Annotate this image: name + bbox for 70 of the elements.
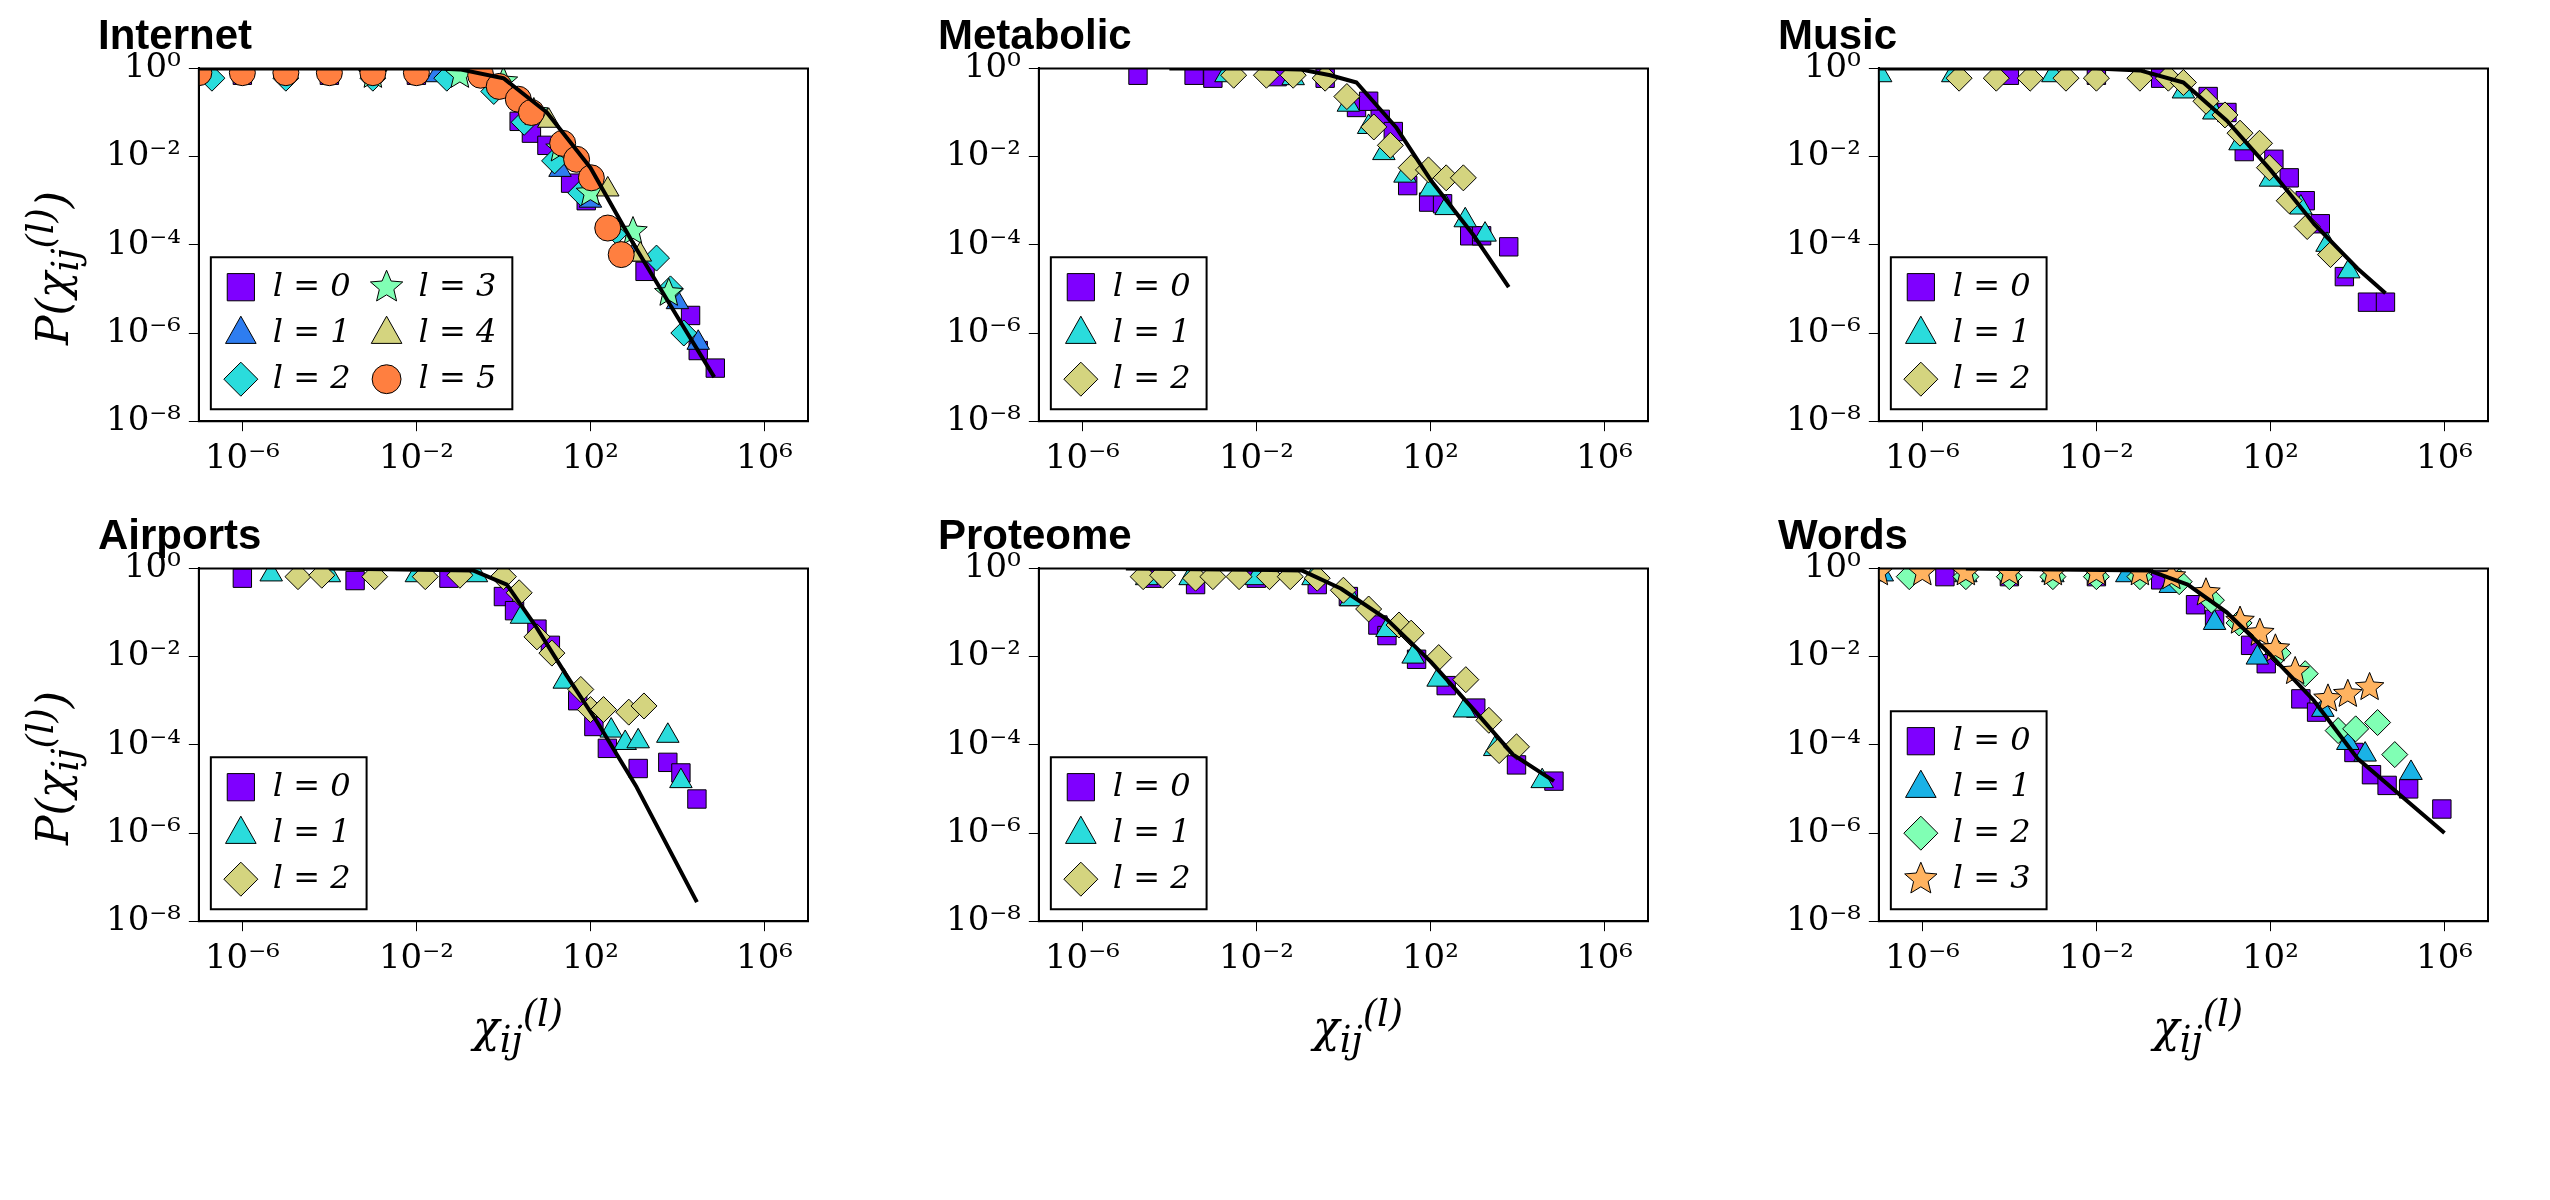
x-tick-label: 10⁻² [378,936,454,977]
y-tick-label: 10⁻⁴ [106,221,181,262]
x-tick-label: 10² [1401,936,1459,977]
legend-label: l = 4 [418,311,497,350]
x-tick-label: 10⁶ [1576,936,1633,977]
y-tick-label: 10⁻⁶ [106,809,181,850]
legend-label: l = 2 [272,857,351,896]
x-tick-label: 10⁻⁶ [1044,436,1120,477]
legend-label: l = 1 [1952,765,2031,804]
y-tick-label: 10⁻⁶ [946,309,1021,350]
x-tick-label: 10⁻² [1218,936,1294,977]
legend-label: l = 1 [272,811,351,850]
x-tick-label: 10² [2241,936,2299,977]
legend-label: l = 1 [1952,311,2031,350]
legend-label: l = 0 [1952,265,2031,304]
y-tick-label: 10⁻⁶ [946,809,1021,850]
legend-label: l = 5 [418,357,497,396]
legend-label: l = 0 [1952,719,2031,758]
x-tick-label: 10⁶ [2416,436,2473,477]
x-tick-label: 10⁻² [378,436,454,477]
x-tick-label: 10⁶ [1576,436,1633,477]
y-tick-label: 10⁻² [106,133,181,174]
legend-label: l = 0 [1112,765,1191,804]
x-tick-label: 10⁻⁶ [1044,936,1120,977]
y-tick-label: 10⁻² [946,633,1021,674]
x-tick-label: 10⁻² [2058,936,2134,977]
legend-label: l = 1 [1112,811,1191,850]
legend-label: l = 2 [1112,857,1191,896]
legend-label: l = 2 [1112,357,1191,396]
y-tick-label: 10⁻⁴ [1786,721,1861,762]
y-tick-label: 10⁻⁴ [946,221,1021,262]
legend-label: l = 0 [272,265,351,304]
x-tick-label: 10² [1401,436,1459,477]
legend-label: l = 2 [272,357,351,396]
y-tick-label: 10⁻⁸ [106,898,181,939]
y-tick-label: 10⁻² [1786,633,1861,674]
x-tick-label: 10⁻⁶ [204,436,280,477]
y-tick-label: 10⁻² [946,133,1021,174]
y-tick-label: 10⁻⁴ [106,721,181,762]
x-tick-label: 10² [561,436,619,477]
legend-label: l = 1 [272,311,351,350]
legend-label: l = 0 [1112,265,1191,304]
x-tick-label: 10⁻⁶ [204,936,280,977]
y-tick-label: 10⁻⁸ [1786,398,1861,439]
x-tick-label: 10² [561,936,619,977]
x-tick-label: 10⁻² [2058,436,2134,477]
legend-label: l = 2 [1952,357,2031,396]
x-tick-label: 10⁶ [2416,936,2473,977]
y-tick-label: 10⁻⁸ [946,898,1021,939]
legend-label: l = 3 [418,265,497,304]
y-tick-label: 10⁻⁸ [1786,898,1861,939]
y-tick-label: 10⁻⁸ [946,398,1021,439]
legend-label: l = 2 [1952,811,2031,850]
legend-label: l = 0 [272,765,351,804]
x-tick-label: 10⁻⁶ [1884,936,1960,977]
x-tick-label: 10⁶ [736,436,793,477]
y-tick-label: 10⁻⁶ [1786,809,1861,850]
y-tick-label: 10⁻⁶ [1786,309,1861,350]
legend-label: l = 3 [1952,857,2031,896]
x-tick-label: 10⁻² [1218,436,1294,477]
x-tick-label: 10⁻⁶ [1884,436,1960,477]
y-tick-label: 10⁻⁴ [1786,221,1861,262]
legend-label: l = 1 [1112,311,1191,350]
y-tick-label: 10⁻⁸ [106,398,181,439]
y-tick-label: 10⁻² [106,633,181,674]
x-tick-label: 10² [2241,436,2299,477]
y-tick-label: 10⁻⁴ [946,721,1021,762]
y-tick-label: 10⁻² [1786,133,1861,174]
x-tick-label: 10⁶ [736,936,793,977]
y-tick-label: 10⁻⁶ [106,309,181,350]
